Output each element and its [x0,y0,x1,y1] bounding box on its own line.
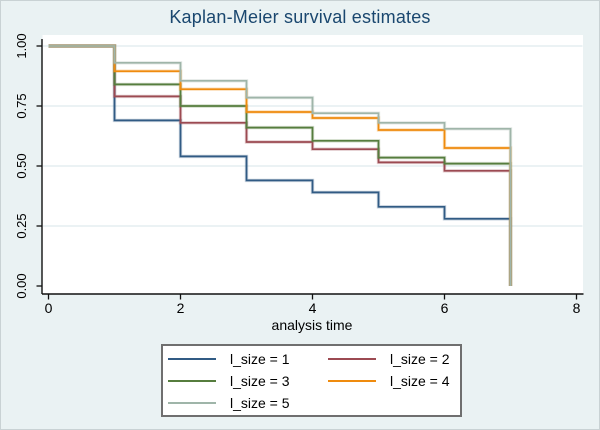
legend: l_size = 1 l_size = 2 l_size = 3 l_size = 4… [161,344,462,417]
x-axis-label: analysis time [271,317,353,333]
km-curve-l-size-1 [48,45,512,286]
x-tick-label: 8 [573,300,581,316]
x-tick-label: 6 [441,300,449,316]
km-curve-l-size-5 [48,45,512,286]
legend-item: l_size = 2 [328,348,460,370]
y-tick-label: 0.00 [14,273,29,298]
legend-swatch-l-size-4 [328,379,376,382]
legend-swatch-l-size-2 [328,357,376,360]
legend-label: l_size = 5 [230,394,290,411]
x-tick-label: 0 [45,300,53,316]
y-tick-label: 1.00 [14,33,29,58]
plot-background [42,35,583,294]
x-tick-label: 4 [309,300,317,316]
km-curve-l-size-3 [48,45,512,286]
legend-swatch-l-size-5 [168,401,216,404]
y-tick-label: 0.25 [14,213,29,238]
legend-label: l_size = 2 [390,350,450,367]
legend-item: l_size = 4 [328,370,460,392]
x-tick-label: 2 [177,300,185,316]
legend-item: l_size = 3 [168,370,328,392]
chart-title: Kaplan-Meier survival estimates [169,7,431,27]
legend-item: l_size = 5 [168,392,328,414]
legend-swatch-l-size-3 [168,379,216,382]
y-tick-label: 0.50 [14,153,29,178]
legend-label: l_size = 3 [230,372,290,389]
legend-item: l_size = 1 [168,348,328,370]
legend-swatch-l-size-1 [168,357,216,360]
legend-label: l_size = 1 [230,350,290,367]
km-curve-l-size-2 [48,45,512,286]
y-tick-label: 0.75 [14,93,29,118]
legend-label: l_size = 4 [390,372,450,389]
